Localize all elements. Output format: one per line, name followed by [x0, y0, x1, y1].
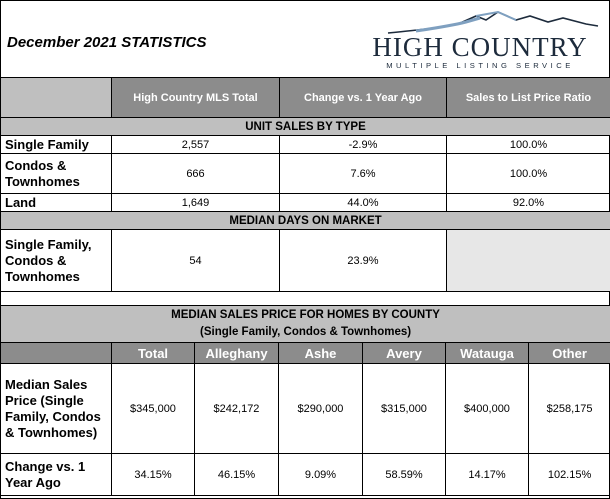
cell-change: 58.59%	[362, 453, 446, 496]
cell-price: $315,000	[362, 363, 446, 454]
table-row: Single Family, Condos & Townhomes 54 23.…	[0, 229, 610, 292]
cell-ratio: 92.0%	[446, 193, 610, 212]
report-title: December 2021 STATISTICS	[7, 34, 207, 51]
col-header-change: Change vs. 1 Year Ago	[279, 77, 447, 118]
cell-ratio: 100.0%	[446, 153, 610, 194]
col-header-county: Alleghany	[194, 342, 279, 364]
cell-price: $400,000	[445, 363, 529, 454]
county-title-line1: MEDIAN SALES PRICE FOR HOMES BY COUNTY	[171, 309, 440, 321]
cell-change: 44.0%	[279, 193, 447, 212]
county-title-line2: (Single Family, Condos & Townhomes)	[200, 326, 412, 338]
cell-change: 9.09%	[278, 453, 363, 496]
table-row: Change vs. 1 Year Ago 34.15% 46.15% 9.09…	[0, 453, 610, 496]
col-header-total: High Country MLS Total	[111, 77, 280, 118]
row-label: Single Family	[0, 135, 112, 154]
row-label: Change vs. 1 Year Ago	[0, 453, 112, 496]
cell-total: 54	[111, 229, 280, 292]
col-header-county: Total	[111, 342, 195, 364]
logo-wordmark: HIGH COUNTRY	[372, 32, 588, 62]
col-header-ratio: Sales to List Price Ratio	[446, 77, 610, 118]
cell-total: 2,557	[111, 135, 280, 154]
mountain-roofline-icon	[387, 10, 599, 34]
cell-change: 14.17%	[445, 453, 529, 496]
table-row: Median Sales Price (Single Family, Condo…	[0, 363, 610, 454]
col-header-county: Other	[527, 342, 610, 364]
cell-price: $290,000	[278, 363, 363, 454]
row-label: Median Sales Price (Single Family, Condo…	[0, 363, 112, 454]
cell-change: 34.15%	[111, 453, 195, 496]
county-table: MEDIAN SALES PRICE FOR HOMES BY COUNTY (…	[0, 305, 610, 496]
county-table-title: MEDIAN SALES PRICE FOR HOMES BY COUNTY (…	[0, 305, 610, 343]
col-header-county: Ashe	[278, 342, 363, 364]
spacer-row	[0, 291, 610, 306]
cell-change: 23.9%	[279, 229, 447, 292]
table-row: Condos & Townhomes 666 7.6% 100.0%	[0, 153, 610, 194]
logo-tagline: MULTIPLE LISTING SERVICE	[386, 61, 574, 70]
cell-ratio: 100.0%	[446, 135, 610, 154]
row-label: Condos & Townhomes	[0, 153, 112, 194]
table-row: Land 1,649 44.0% 92.0%	[0, 193, 610, 212]
cell-empty	[446, 229, 610, 292]
col-header-county: Avery	[362, 342, 446, 364]
cell-price: $258,175	[527, 363, 610, 454]
cell-total: 1,649	[111, 193, 280, 212]
stats-table: High Country MLS Total Change vs. 1 Year…	[0, 77, 610, 306]
cell-total: 666	[111, 153, 280, 194]
cell-change: 46.15%	[194, 453, 279, 496]
row-label: Single Family, Condos & Townhomes	[0, 229, 112, 292]
section-days-on-market: MEDIAN DAYS ON MARKET	[0, 211, 610, 230]
cell-change: 7.6%	[279, 153, 447, 194]
cell-price: $242,172	[194, 363, 279, 454]
cell-change: 102.15%	[527, 453, 610, 496]
table-row: Single Family 2,557 -2.9% 100.0%	[0, 135, 610, 154]
col-header-county: Watauga	[445, 342, 529, 364]
cell-price: $345,000	[111, 363, 195, 454]
high-country-logo: HIGH COUNTRY MULTIPLE LISTING SERVICE	[358, 6, 602, 72]
row-label: Land	[0, 193, 112, 212]
corner-cell	[0, 77, 112, 118]
cell-change: -2.9%	[279, 135, 447, 154]
section-unit-sales: UNIT SALES BY TYPE	[0, 117, 610, 136]
corner-cell	[0, 342, 112, 364]
